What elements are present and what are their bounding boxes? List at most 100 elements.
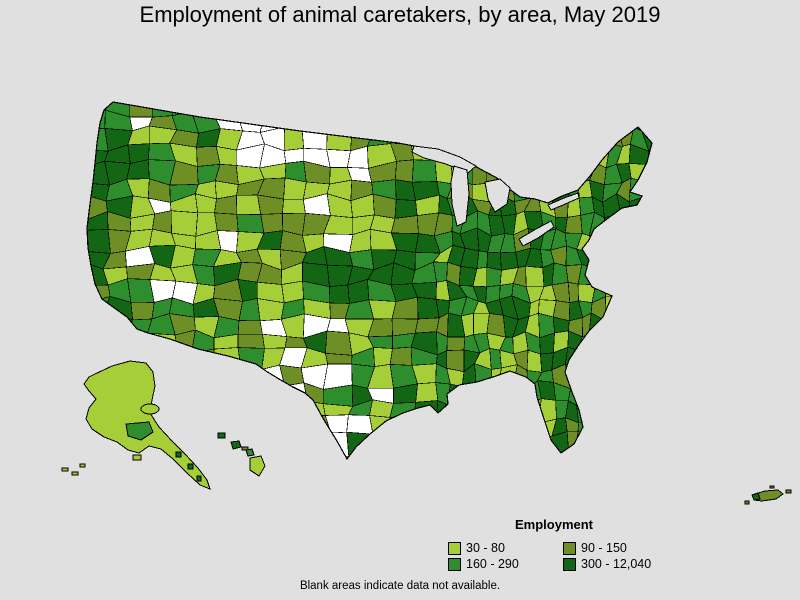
- aleutian-island-shape: [79, 463, 86, 468]
- employment-area-cell: [644, 350, 652, 370]
- employment-area-cell: [657, 111, 665, 131]
- legend-item-bin3: 160 - 290: [448, 557, 563, 571]
- employment-area-cell: [450, 126, 466, 151]
- employment-area-cell: [263, 401, 286, 423]
- molokai-shape: [241, 446, 249, 451]
- employment-area-cell: [538, 180, 556, 203]
- employment-area-cell: [614, 452, 636, 459]
- employment-area-cell: [628, 247, 649, 266]
- employment-area-cell: [645, 280, 652, 304]
- employment-area-cell: [447, 114, 466, 129]
- employment-area-mosaic: [87, 102, 665, 486]
- employment-area-cell: [605, 437, 620, 455]
- employment-area-cell: [126, 330, 149, 355]
- employment-area-cell: [641, 467, 659, 485]
- employment-area-cell: [629, 313, 648, 337]
- employment-area-cell: [87, 346, 108, 372]
- employment-area-cell: [434, 452, 454, 459]
- employment-area-cell: [499, 102, 516, 118]
- employment-area-cell: [366, 125, 392, 147]
- employment-area-cell: [191, 435, 220, 452]
- employment-area-cell: [629, 434, 649, 454]
- culebra-shape: [769, 485, 775, 489]
- employment-area-cell: [173, 417, 195, 438]
- employment-area-cell: [300, 102, 329, 117]
- lake-huron-shape: [484, 178, 511, 213]
- employment-area-cell: [475, 114, 492, 131]
- employment-area-cell: [439, 469, 450, 482]
- employment-area-cell: [433, 108, 454, 135]
- legend-title: Employment: [514, 517, 593, 532]
- employment-area-cell: [487, 380, 507, 405]
- employment-area-cell: [324, 467, 350, 484]
- employment-area-cell: [261, 449, 286, 459]
- employment-area-cell: [517, 431, 532, 453]
- employment-area-cell: [549, 452, 571, 459]
- employment-area-cell: [389, 102, 419, 117]
- employment-area-cell: [237, 333, 265, 349]
- legend-label-bin4: 300 - 12,040: [581, 557, 652, 571]
- employment-area-cell: [645, 300, 652, 315]
- employment-area-cell: [618, 397, 637, 420]
- employment-area-cell: [551, 102, 568, 115]
- employment-area-cell: [512, 448, 532, 459]
- employment-area-cell: [235, 418, 265, 441]
- anchorage-area-shape: [125, 421, 154, 441]
- employment-area-cell: [498, 470, 518, 482]
- employment-area-cell: [170, 210, 199, 237]
- panhandle-area-shape: [196, 475, 202, 482]
- employment-area-cell: [500, 448, 518, 459]
- employment-area-cell: [563, 148, 584, 165]
- employment-area-cell: [615, 315, 636, 335]
- employment-area-cell: [526, 102, 545, 118]
- puerto-rico-inset: [744, 485, 792, 505]
- employment-area-cell: [279, 102, 308, 117]
- employment-area-cell: [643, 211, 652, 236]
- big-island-shape: [249, 455, 266, 477]
- employment-area-cell: [486, 434, 506, 458]
- continental-us-outline: [86, 101, 653, 461]
- employment-area-cell: [458, 436, 478, 457]
- employment-area-cell: [487, 114, 505, 130]
- employment-area-cell: [605, 317, 623, 335]
- employment-area-cell: [214, 212, 239, 232]
- employment-area-cell: [593, 102, 611, 116]
- employment-area-cell: [525, 265, 545, 288]
- employment-area-cell: [130, 301, 155, 321]
- map-legend: Employment 30 - 80 90 - 150 160 - 290 30…: [448, 517, 668, 571]
- employment-area-cell: [213, 102, 238, 116]
- employment-area-cell: [577, 346, 594, 370]
- employment-area-cell: [641, 113, 652, 132]
- employment-area-cell: [492, 470, 502, 486]
- employment-area-cell: [645, 245, 652, 265]
- legend-swatch-bin2: [563, 541, 576, 555]
- employment-area-cell: [614, 347, 633, 372]
- employment-area-cell: [151, 102, 176, 118]
- employment-area-cell: [658, 467, 663, 481]
- employment-area-cell: [618, 243, 631, 266]
- employment-area-cell: [618, 114, 635, 130]
- employment-area-cell: [563, 125, 583, 150]
- employment-area-cell: [258, 472, 285, 486]
- employment-area-cell: [279, 414, 306, 439]
- aleutian-island-shape: [71, 471, 79, 476]
- employment-area-cell: [538, 166, 557, 182]
- lake-ontario-shape: [547, 192, 580, 211]
- legend-swatch-bin3: [448, 557, 461, 571]
- employment-area-cell: [499, 108, 513, 130]
- employment-area-cell: [511, 102, 531, 118]
- employment-area-cell: [524, 146, 546, 168]
- employment-area-cell: [540, 472, 555, 480]
- employment-area-cell: [473, 414, 494, 438]
- employment-area-cell: [630, 295, 647, 317]
- employment-area-cell: [644, 366, 652, 388]
- lake-erie-shape: [518, 220, 555, 247]
- employment-area-cell: [326, 127, 353, 152]
- employment-area-cell: [498, 399, 519, 423]
- employment-area-cell: [472, 436, 494, 458]
- employment-area-cell: [619, 212, 632, 234]
- oahu-shape: [230, 440, 242, 450]
- employment-area-cell: [563, 102, 579, 118]
- employment-area-cell: [564, 214, 583, 234]
- employment-area-cell: [498, 159, 514, 181]
